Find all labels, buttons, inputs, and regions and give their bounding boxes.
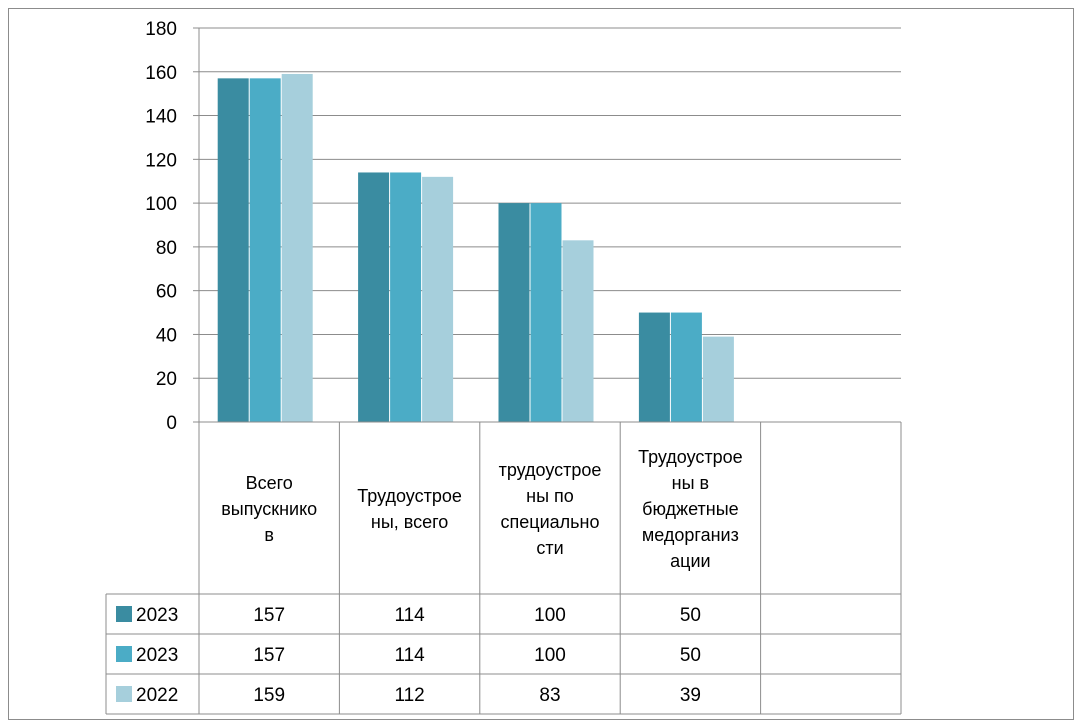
category-label: Трудоустрое ны в бюджетные медорганиз ации [638,447,743,571]
y-tick-label: 80 [156,238,177,259]
data-label: 114 [394,605,425,626]
data-label: 100 [534,645,566,666]
data-label: 114 [394,645,425,666]
y-tick-label: 100 [145,194,177,215]
y-tick-label: 0 [166,413,177,434]
bar-1-2 [358,172,390,422]
category-label-line: выпускнико [221,499,317,519]
category-label-line: бюджетные [642,499,739,519]
category-label-line: ны, всего [371,512,448,532]
bar-2-3 [530,203,562,422]
data-label: 159 [253,685,285,706]
category-label-line: Трудоустрое [638,447,743,467]
y-tick-label: 120 [145,150,177,171]
y-tick-label: 140 [145,107,177,128]
y-tick-label: 60 [156,282,177,303]
bar-3-3 [562,240,594,422]
y-tick-label: 180 [145,19,177,40]
data-label: 39 [680,685,701,706]
data-label: 112 [394,685,424,706]
bar-1-3 [498,203,530,422]
y-tick-label: 40 [156,325,177,346]
category-label-line: специально [501,512,600,532]
category-label: трудоустрое ны по специально сти [499,460,602,558]
data-label: 157 [253,605,285,626]
chart-frame [8,8,1074,720]
category-label-line: ны по [526,486,574,506]
bar-1-1 [217,78,249,422]
bar-3-2 [422,176,454,422]
data-label: 83 [539,685,560,706]
series-name: 2023 [136,645,178,666]
bar-3-1 [281,73,313,422]
category-label-line: ации [670,551,710,571]
bar-2-2 [390,172,422,422]
bar-1-4 [638,312,670,422]
bar-2-4 [670,312,702,422]
y-tick-label: 20 [156,369,177,390]
legend-key-1 [116,606,132,622]
category-label-line: трудоустрое [499,460,602,480]
category-label-line: медорганиз [642,525,739,545]
bar-3-4 [702,336,734,422]
legend-key-2 [116,646,132,662]
category-label: Всего выпускнико в [221,473,317,545]
y-tick-label: 160 [145,63,177,84]
category-label-line: в [264,525,274,545]
bar-2-1 [249,78,281,422]
legend-key-3 [116,686,132,702]
category-label: Трудоустрое ны, всего [357,486,462,532]
category-label-line: Трудоустрое [357,486,462,506]
data-label: 100 [534,605,566,626]
series-name: 2023 [136,605,178,626]
category-label-line: Всего [246,473,293,493]
category-label-line: сти [536,538,563,558]
series-name: 2022 [136,685,178,706]
category-label-line: ны в [672,473,709,493]
data-label: 157 [253,645,285,666]
data-label: 50 [680,605,701,626]
data-label: 50 [680,645,701,666]
